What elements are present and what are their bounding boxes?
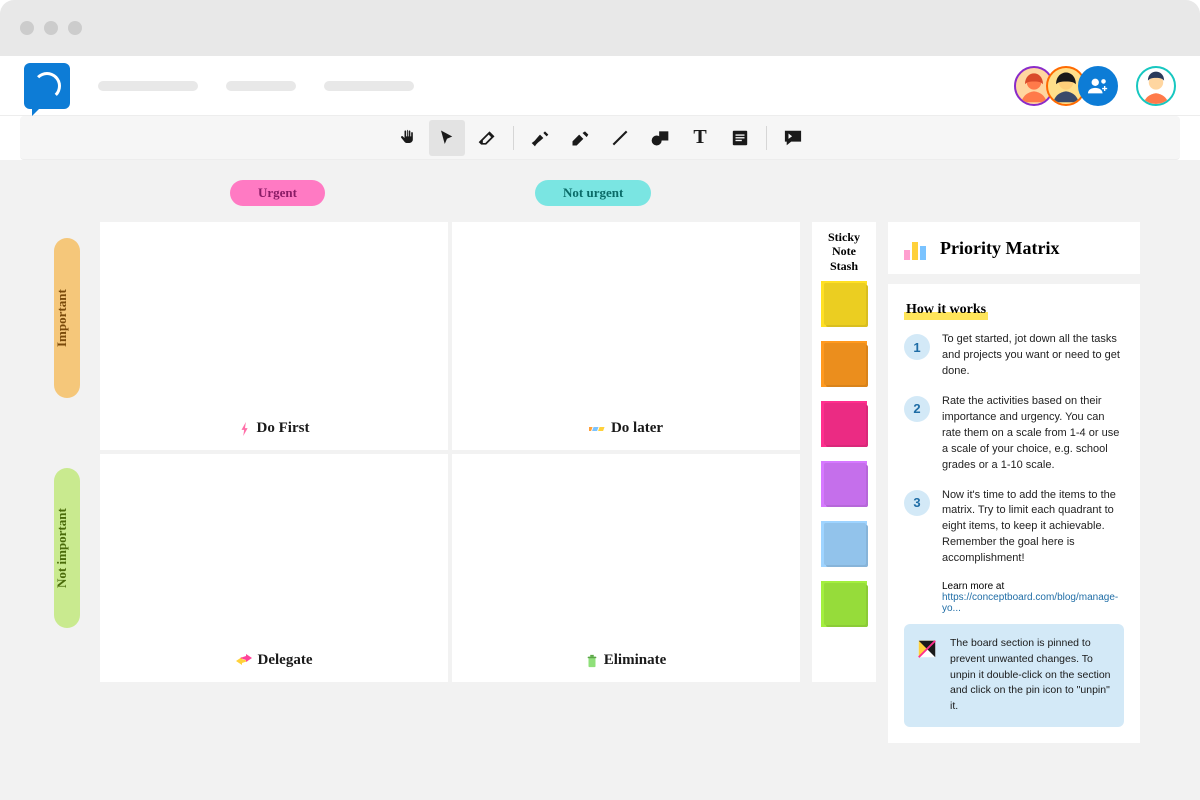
priority-matrix-grid: Do First Do later Delegate Eliminate <box>100 222 800 682</box>
not-urgent-label: Not urgent <box>535 180 651 206</box>
app-window: T Urgent Not urgent Important Not import… <box>0 0 1200 800</box>
step-number: 1 <box>904 334 930 360</box>
comment-icon[interactable] <box>775 120 811 156</box>
step-text: Rate the activities based on their impor… <box>942 394 1124 474</box>
step-number: 2 <box>904 396 930 422</box>
hand-tool-icon[interactable] <box>389 120 425 156</box>
sticky-stack-blue[interactable] <box>821 521 867 567</box>
pen-icon[interactable] <box>522 120 558 156</box>
marker-icon[interactable] <box>562 120 598 156</box>
header-placeholder <box>324 81 414 91</box>
bolt-icon <box>239 422 251 436</box>
trash-icon <box>586 654 598 668</box>
toolbar: T <box>20 116 1180 160</box>
browser-titlebar <box>0 0 1200 56</box>
step-item: 1 To get started, jot down all the tasks… <box>904 332 1124 380</box>
toolbar-separator <box>766 126 767 150</box>
window-dot <box>44 21 58 35</box>
current-user-avatar[interactable] <box>1136 66 1176 106</box>
step-item: 2 Rate the activities based on their imp… <box>904 394 1124 474</box>
step-number: 3 <box>904 490 930 516</box>
bar-chart-icon <box>904 236 928 260</box>
quadrant-delegate[interactable]: Delegate <box>100 454 448 682</box>
quadrant-label: Eliminate <box>586 652 667 669</box>
learn-more-link[interactable]: https://conceptboard.com/blog/manage-yo.… <box>942 592 1118 614</box>
sticky-stack-orange[interactable] <box>821 341 867 387</box>
info-panel: Priority Matrix How it works 1 To get st… <box>888 222 1140 743</box>
step-text: To get started, jot down all the tasks a… <box>942 332 1124 380</box>
step-text: Now it's time to add the items to the ma… <box>942 488 1124 568</box>
toolbar-separator <box>513 126 514 150</box>
not-important-label: Not important <box>54 468 80 628</box>
app-logo[interactable] <box>24 63 70 109</box>
app-header <box>0 56 1200 116</box>
arrows-icon <box>236 654 252 668</box>
stripes-icon <box>589 422 605 436</box>
text-icon[interactable]: T <box>682 120 718 156</box>
line-icon[interactable] <box>602 120 638 156</box>
add-collaborator-button[interactable] <box>1078 66 1118 106</box>
board-canvas[interactable]: Urgent Not urgent Important Not importan… <box>0 160 1200 800</box>
sticky-stack-green[interactable] <box>821 581 867 627</box>
quadrant-eliminate[interactable]: Eliminate <box>452 454 800 682</box>
info-body: How it works 1 To get started, jot down … <box>888 284 1140 743</box>
quadrant-label: Delegate <box>236 652 313 669</box>
sticky-stack-pink[interactable] <box>821 401 867 447</box>
sticky-stack-purple[interactable] <box>821 461 867 507</box>
quadrant-label: Do First <box>239 420 310 437</box>
pin-icon <box>916 638 938 660</box>
stash-title: Sticky Note Stash <box>818 230 870 273</box>
top-axis: Urgent Not urgent <box>100 180 800 206</box>
info-header: Priority Matrix <box>888 222 1140 274</box>
sticky-stack-yellow[interactable] <box>821 281 867 327</box>
pointer-tool-icon[interactable] <box>429 120 465 156</box>
quadrant-do-first[interactable]: Do First <box>100 222 448 450</box>
quadrant-do-later[interactable]: Do later <box>452 222 800 450</box>
shape-icon[interactable] <box>642 120 678 156</box>
left-axis: Important Not important <box>54 238 80 628</box>
urgent-label: Urgent <box>230 180 325 206</box>
sticky-note-stash: Sticky Note Stash <box>812 222 876 682</box>
pinned-note: The board section is pinned to prevent u… <box>904 624 1124 727</box>
info-title: Priority Matrix <box>940 238 1059 259</box>
collaborator-avatars <box>1014 66 1176 106</box>
learn-more: Learn more at https://conceptboard.com/b… <box>904 581 1124 614</box>
important-label: Important <box>54 238 80 398</box>
eraser-icon[interactable] <box>469 120 505 156</box>
window-dot <box>68 21 82 35</box>
window-dot <box>20 21 34 35</box>
header-placeholder <box>226 81 296 91</box>
how-it-works-heading: How it works <box>904 302 988 320</box>
note-icon[interactable] <box>722 120 758 156</box>
header-placeholder <box>98 81 198 91</box>
quadrant-label: Do later <box>589 420 663 437</box>
step-item: 3 Now it's time to add the items to the … <box>904 488 1124 568</box>
